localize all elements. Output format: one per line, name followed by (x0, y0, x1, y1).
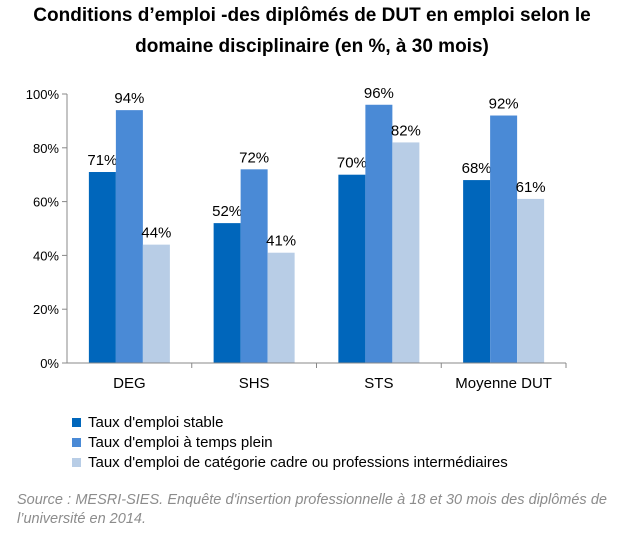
y-tick-label: 40% (33, 248, 59, 263)
y-tick-label: 0% (40, 356, 59, 371)
data-label: 96% (364, 85, 394, 102)
legend-label: Taux d'emploi de catégorie cadre ou prof… (88, 453, 508, 471)
x-tick-label: DEG (113, 375, 146, 392)
bar (463, 180, 491, 363)
data-label: 92% (489, 96, 519, 113)
bar (338, 174, 366, 363)
legend-swatch (72, 417, 81, 427)
data-label: 52% (212, 203, 242, 220)
x-tick-label: STS (364, 375, 393, 392)
data-label: 72% (239, 149, 269, 166)
bar (365, 104, 393, 363)
bar (240, 169, 268, 363)
bar (392, 142, 420, 363)
bar-chart: 0% 20% 40% 60% 80% 100% 71% 94% 44% DEG 52% 72% 41% S… (26, 85, 567, 392)
bar (213, 223, 241, 363)
data-label: 70% (337, 155, 367, 172)
legend: Taux d'emploi stable Taux d'emploi à tem… (72, 412, 508, 472)
data-label: 44% (141, 225, 171, 242)
chart-title-line2: domaine disciplinaire (en %, à 30 mois) (135, 36, 489, 57)
bar (517, 198, 545, 363)
bar (267, 252, 295, 363)
data-label: 61% (516, 179, 546, 196)
data-label: 82% (391, 122, 421, 139)
bar (115, 110, 143, 363)
legend-item: Taux d'emploi de catégorie cadre ou prof… (72, 452, 508, 472)
bar (88, 172, 116, 363)
chart-title-line1: Conditions d’emploi ‑des diplômés de DUT… (33, 5, 591, 26)
data-label: 94% (114, 90, 144, 107)
y-tick-label: 100% (26, 87, 60, 102)
legend-swatch (72, 457, 81, 467)
data-label: 68% (462, 160, 492, 177)
x-tick-label: Moyenne DUT (455, 375, 552, 392)
y-tick-label: 80% (33, 141, 59, 156)
legend-swatch (72, 437, 81, 447)
legend-item: Taux d'emploi à temps plein (72, 432, 508, 452)
legend-label: Taux d'emploi stable (88, 413, 224, 431)
bar (490, 115, 518, 364)
data-label: 71% (87, 152, 117, 169)
legend-label: Taux d'emploi à temps plein (88, 433, 273, 451)
y-tick-label: 20% (33, 302, 59, 317)
data-label: 41% (266, 233, 296, 250)
y-tick-label: 60% (33, 195, 59, 210)
source-note: Source : MESRI-SIES. Enquête d'insertion… (17, 492, 607, 527)
legend-item: Taux d'emploi stable (72, 412, 508, 432)
bar (142, 244, 170, 363)
x-tick-label: SHS (239, 375, 270, 392)
